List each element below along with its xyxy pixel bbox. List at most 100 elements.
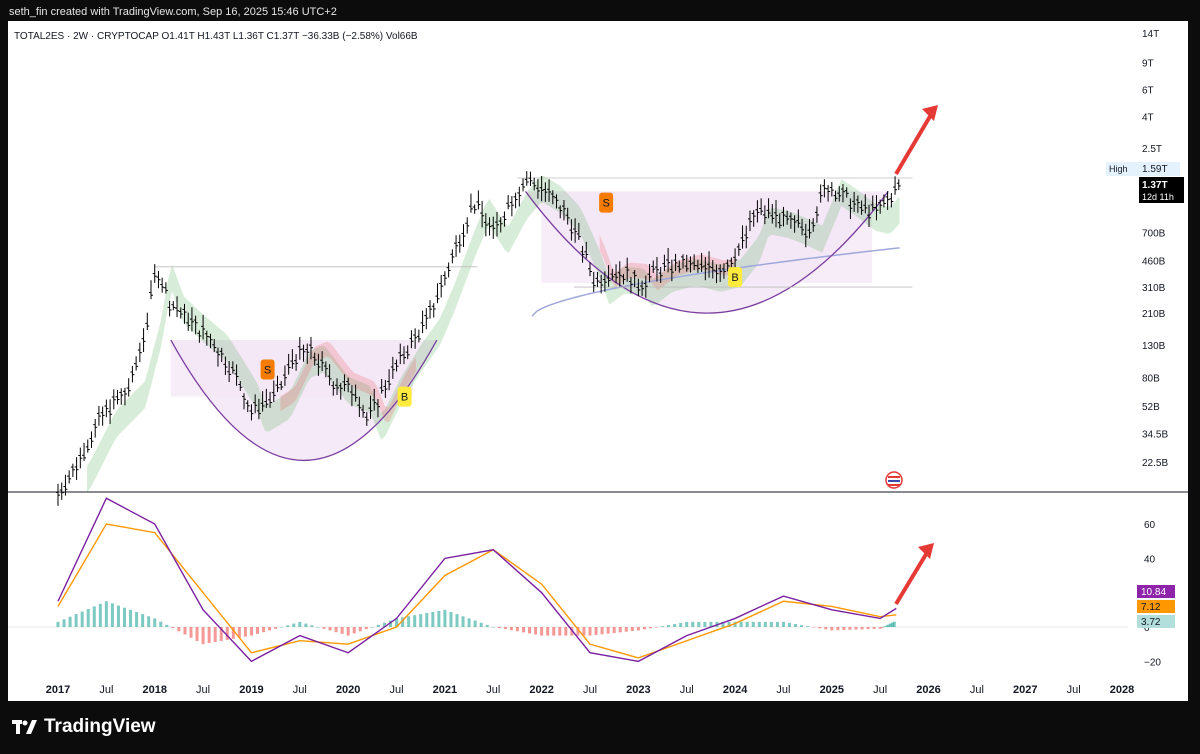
time-tick: 2022 [529, 684, 553, 696]
time-tick: Jul [680, 684, 694, 696]
time-tick: Jul [293, 684, 307, 696]
hist-bar [449, 611, 453, 627]
hist-bar [600, 627, 604, 635]
hist-bar [552, 627, 556, 636]
price-tick: 210B [1142, 309, 1166, 320]
hist-bar [582, 627, 586, 636]
hist-bar [110, 603, 114, 627]
hist-bar [697, 621, 701, 627]
time-tick: 2027 [1013, 684, 1037, 696]
high-value-bg [1140, 162, 1180, 176]
brand-footer: TradingView [12, 716, 156, 738]
flag-icon[interactable] [885, 471, 903, 489]
signal-label: B [731, 272, 738, 284]
hist-bar [183, 627, 187, 635]
hist-bar [788, 622, 791, 627]
hist-bar [491, 627, 495, 628]
hist-bar [775, 621, 779, 627]
hist-bar [648, 627, 652, 629]
osc-arrow-shaft [894, 549, 930, 606]
hist-bar [346, 627, 350, 636]
time-tick: Jul [970, 684, 984, 696]
price-tick: 700B [1142, 229, 1166, 240]
hist-bar [606, 627, 610, 634]
hist-bar [661, 626, 665, 627]
signal-value: 7.12 [1141, 602, 1161, 613]
hist-bar [618, 627, 622, 633]
time-tick: 2020 [336, 684, 360, 696]
hist-bar [576, 627, 580, 636]
high-label-bg [1106, 162, 1140, 176]
brand-name: TradingView [44, 716, 156, 737]
hist-bar [165, 624, 169, 627]
hist-bar [364, 627, 368, 630]
hist-bar [872, 627, 876, 629]
hist-bar [830, 627, 834, 631]
hist-bar [594, 627, 598, 635]
time-tick: 2026 [916, 684, 940, 696]
hist-bar [546, 627, 550, 636]
signal-label: S [602, 198, 609, 210]
oscillator-value-tags: 10.84 7.12 3.72 [1137, 585, 1175, 628]
hist-bar [515, 627, 519, 632]
hist-bar [836, 627, 840, 631]
hist-bar [80, 611, 84, 627]
hist-bar [98, 603, 102, 627]
hist-bar [558, 627, 562, 636]
hist-bar [104, 601, 108, 627]
hist-bar [189, 627, 193, 638]
hist-bar [431, 611, 435, 627]
hist-bar [171, 627, 175, 629]
hist-bar [389, 620, 392, 627]
hist-bar [249, 627, 253, 636]
osc-tick: 60 [1144, 520, 1156, 531]
signal-label: S [264, 365, 271, 377]
hist-value: 3.72 [1141, 617, 1161, 628]
high-label: High [1109, 164, 1128, 174]
time-tick: Jul [1067, 684, 1081, 696]
sell-band [599, 235, 736, 291]
hist-bar [201, 627, 205, 645]
hist-bar [739, 621, 743, 627]
hist-bar [479, 622, 483, 627]
hist-bar [213, 627, 217, 643]
chart-panel[interactable]: TOTAL2ES · 2W · CRYPTOCAP O1.41T H1.43T … [8, 21, 1188, 701]
time-tick: 2024 [723, 684, 748, 696]
hist-bar [262, 627, 266, 633]
hist-bar [74, 614, 78, 627]
hist-bar [352, 627, 356, 634]
time-tick: 2025 [820, 684, 844, 696]
hist-bar [880, 627, 884, 628]
hist-bar [280, 627, 284, 628]
hist-bar [691, 621, 695, 627]
symbol-legend: TOTAL2ES · 2W · CRYPTOCAP O1.41T H1.43T … [14, 31, 418, 42]
hist-bar [769, 621, 773, 627]
signal-badge [599, 192, 614, 213]
hist-bar [509, 627, 513, 631]
time-tick: 2018 [142, 684, 166, 696]
hist-bar [528, 627, 532, 634]
ema-band [87, 175, 900, 493]
hist-bar [860, 627, 864, 630]
signal-marker: S [260, 359, 275, 380]
hist-bar [292, 623, 296, 627]
price-tick: 460B [1142, 257, 1166, 268]
hist-bar [721, 621, 725, 627]
hist-bar [800, 625, 804, 627]
hist-bar [890, 622, 894, 627]
hist-bar [884, 625, 888, 627]
price-tick: 6T [1142, 85, 1154, 96]
hist-bar [522, 627, 525, 633]
price-arrow-shaft [894, 111, 934, 176]
symbol-name: TOTAL2ES [14, 31, 65, 42]
hist-bar [703, 621, 707, 627]
hist-bar [147, 616, 151, 627]
signal-line [57, 523, 897, 659]
signal-badge [728, 267, 743, 288]
price-axis: 14T 9T 6T 4T 2.5T 700B 460B 310B 210B 130B 80B 52B 3… [1142, 29, 1168, 469]
hist-bar [888, 623, 892, 627]
hist-bar [116, 605, 120, 627]
hist-bar [177, 627, 181, 632]
chart-svg[interactable]: TOTAL2ES · 2W · CRYPTOCAP O1.41T H1.43T … [8, 21, 1188, 701]
